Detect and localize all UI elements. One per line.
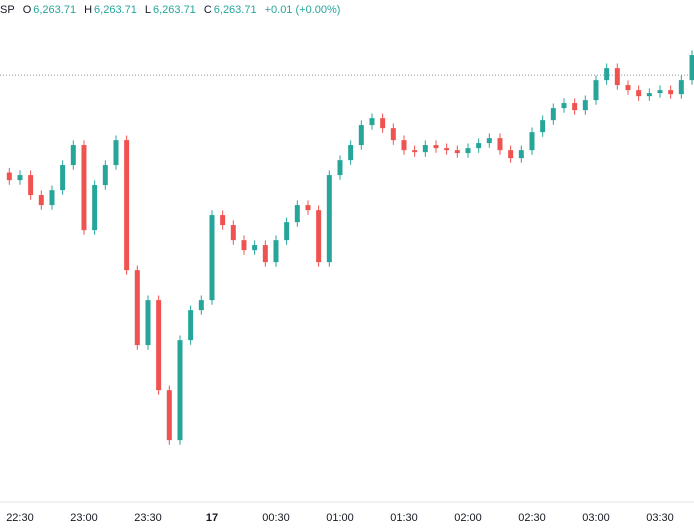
candle-body: [262, 245, 268, 263]
candle-body: [209, 215, 215, 301]
candle-body: [636, 90, 642, 97]
candle-body: [668, 90, 674, 95]
candle-body: [625, 85, 631, 91]
candle-body: [252, 245, 258, 251]
candle-body: [316, 210, 322, 263]
candle-body: [646, 93, 652, 97]
candle-body: [38, 195, 44, 206]
x-tick-label: 00:30: [262, 512, 290, 524]
candle-body: [614, 68, 620, 86]
candle-body: [454, 150, 460, 154]
change: +0.01 (+0.00%): [264, 4, 341, 16]
candle-body: [70, 145, 76, 166]
x-tick-label: 02:00: [454, 512, 482, 524]
candle-body: [198, 300, 204, 311]
field-label: O: [22, 4, 32, 16]
candle-body: [358, 125, 364, 146]
x-tick-label: 03:00: [582, 512, 610, 524]
field-label: C: [203, 4, 212, 16]
candle-body: [508, 150, 514, 159]
candle-body: [476, 143, 482, 149]
candle-body: [294, 205, 300, 223]
field-value: 6,263.71: [94, 4, 137, 16]
candle-body: [486, 138, 492, 144]
candle-body: [337, 160, 343, 176]
candle-body: [124, 140, 130, 271]
candle-body: [433, 145, 439, 149]
x-tick-label: 03:30: [646, 512, 674, 524]
candle-body: [60, 165, 66, 191]
candle-body: [380, 118, 386, 129]
x-tick-label: 23:00: [70, 512, 98, 524]
candle-body: [604, 68, 610, 81]
candle-body: [241, 240, 247, 251]
candle-body: [412, 150, 418, 153]
symbol: SP: [0, 4, 15, 16]
field-value: 6,263.71: [33, 4, 77, 16]
x-tick-label: 17: [206, 512, 218, 524]
candle-body: [593, 80, 599, 101]
candle-body: [518, 150, 524, 159]
field-value: 6,263.71: [152, 4, 196, 16]
x-tick-label: 01:30: [390, 512, 418, 524]
candle-body: [49, 190, 55, 206]
candle-body: [102, 165, 108, 186]
candle-body: [497, 138, 503, 151]
candle-body: [561, 103, 567, 109]
candle-body: [188, 310, 194, 341]
candle-body: [326, 175, 332, 263]
candle-body: [689, 55, 694, 81]
x-tick-label: 01:00: [326, 512, 354, 524]
candle-body: [230, 225, 236, 241]
candle-body: [444, 148, 450, 151]
x-tick-label: 23:30: [134, 512, 162, 524]
candle-body: [284, 222, 290, 241]
candle-body: [550, 108, 556, 121]
x-tick-label: 02:30: [518, 512, 546, 524]
candle-body: [422, 145, 428, 153]
candle-body: [657, 90, 663, 94]
candle-body: [529, 132, 535, 151]
candle-body: [166, 390, 172, 441]
candle-body: [220, 215, 226, 226]
candle-body: [177, 340, 183, 441]
candle-body: [17, 175, 23, 181]
field-value: 6,263.71: [213, 4, 257, 16]
candle-body: [134, 270, 140, 346]
candle-body: [81, 145, 87, 231]
candle-body: [113, 140, 119, 166]
candle-body: [401, 140, 407, 151]
candle-body: [305, 205, 311, 211]
candle-body: [6, 172, 12, 181]
candle-body: [156, 300, 162, 391]
field-label: H: [84, 4, 93, 16]
candle-body: [678, 80, 684, 95]
candle-body: [540, 120, 546, 133]
candle-body: [572, 103, 578, 111]
field-label: L: [144, 4, 151, 16]
candle-body: [273, 240, 279, 263]
candle-body: [582, 100, 588, 111]
candle-body: [348, 145, 354, 161]
candle-body: [369, 118, 375, 126]
candle-body: [28, 175, 34, 196]
candle-body: [390, 128, 396, 141]
candle-body: [465, 148, 471, 154]
x-tick-label: 22:30: [6, 512, 34, 524]
legend-header: SP O 6,263.71 H 6,263.71 L 6,263.71 C 6,263.71 +0…: [0, 4, 348, 16]
candle-body: [92, 185, 98, 231]
candle-body: [145, 300, 151, 346]
